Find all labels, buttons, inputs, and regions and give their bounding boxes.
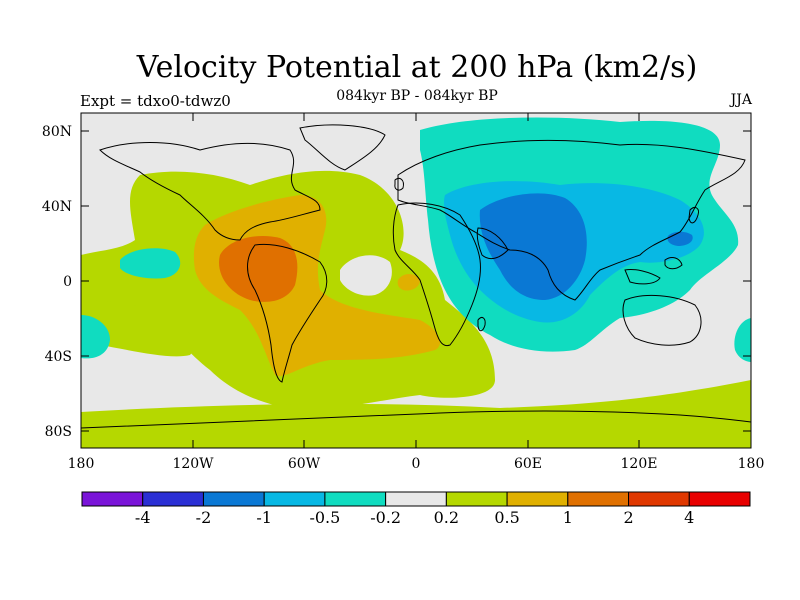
colorbar-label: 0.5 [494,508,519,527]
lat-label-0: 0 [63,274,72,290]
colorbar-label: 2 [623,508,633,527]
colorbar-label: 4 [684,508,694,527]
lon-label-180e: 180 [738,456,765,472]
colorbar-label: -4 [135,508,151,527]
negative-low-west-blob [120,248,181,279]
colorbar-label: 0.2 [434,508,459,527]
map-title: Velocity Potential at 200 hPa (km2/s) [136,50,698,85]
colorbar-swatch [324,491,387,507]
colorbar-label: -0.2 [370,508,401,527]
lon-label-60w: 60W [288,456,321,472]
contour-field [81,113,751,448]
colorbar-swatch [628,491,690,507]
lat-label-40n: 40N [42,199,72,215]
lat-ticks [81,130,751,432]
lon-ticks [80,113,752,448]
lon-label-120e: 120E [621,456,658,472]
negative-low-east-edge [734,318,751,362]
experiment-label: Expt = tdxo0-tdwz0 [80,92,231,110]
lon-label-0: 0 [412,456,421,472]
lon-label-120w: 120W [172,456,214,472]
colorbar-label: -2 [196,508,212,527]
positive-high-region [219,235,298,302]
colorbar: -4 -2 -1 -0.5 -0.2 0.2 0.5 1 2 4 [81,491,751,527]
colorbar-swatch [385,491,447,507]
positive-mid-blob [397,274,420,291]
season-label: JJA [730,92,752,108]
coastlines [81,124,751,429]
colorbar-label: 1 [563,508,573,527]
neutral-atlantic-hole [340,255,392,296]
map-subtitle: 084kyr BP - 084kyr BP [336,88,498,104]
lon-label-180w: 180 [68,456,95,472]
colorbar-label: -1 [256,508,272,527]
lat-label-40s: 40S [45,349,72,365]
colorbar-swatch [202,491,265,507]
lon-label-60e: 60E [514,456,542,472]
lat-label-80n: 80N [42,124,72,140]
lat-label-80s: 80S [45,424,72,440]
colorbar-swatch [445,491,508,507]
colorbar-swatch [506,491,569,507]
colorbar-swatch [142,491,204,507]
colorbar-swatch [263,491,326,507]
colorbar-swatch [81,491,144,507]
colorbar-swatch [688,491,751,507]
negative-high-region [479,193,587,300]
colorbar-swatch [567,491,630,507]
negative-low-west-edge [81,315,110,359]
colorbar-label: -0.5 [309,508,340,527]
